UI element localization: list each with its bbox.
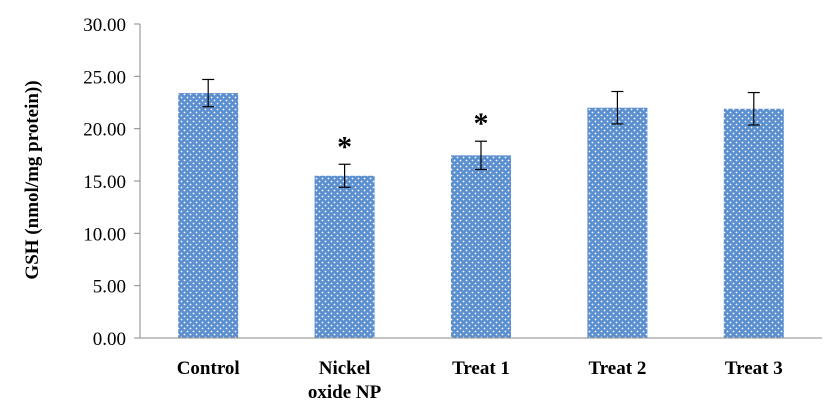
x-category-label: Treat 2: [588, 358, 646, 379]
bar: [314, 175, 375, 338]
x-category-label: Treat 3: [725, 358, 783, 379]
error-bar: [747, 91, 760, 126]
y-tick-label: 30.00: [83, 15, 126, 36]
bar: [450, 155, 512, 338]
y-tick-label: 10.00: [83, 224, 126, 245]
x-category-label: oxide NP: [308, 382, 382, 403]
y-tick-label: 15.00: [83, 172, 126, 193]
error-bar: [611, 90, 624, 125]
bars: **: [178, 78, 784, 338]
error-bar: [475, 140, 487, 171]
y-tick-label: 5.00: [93, 277, 126, 298]
bar: [178, 93, 239, 338]
y-tick-label: 0.00: [93, 329, 126, 350]
bar: [587, 107, 648, 338]
y-axis-ticks: 0.00 5.00 10.00 15.00 20.00 25.00 30.00: [83, 15, 140, 350]
x-category-label: Nickel: [319, 358, 371, 379]
y-tick-label: 20.00: [83, 120, 126, 141]
y-tick-label: 25.00: [83, 67, 126, 88]
error-bar: [202, 78, 215, 108]
significance-marker: *: [337, 130, 352, 163]
x-category-label: Control: [177, 358, 240, 379]
significance-marker: *: [474, 107, 489, 140]
x-axis-categories: Control Nickel oxide NP Treat 1 Treat 2 Treat…: [177, 358, 783, 403]
y-axis-title: GSH (nmol/mg protein)): [22, 80, 43, 279]
x-category-label: Treat 1: [452, 358, 510, 379]
bar: [723, 108, 784, 338]
error-bar: [338, 163, 351, 188]
